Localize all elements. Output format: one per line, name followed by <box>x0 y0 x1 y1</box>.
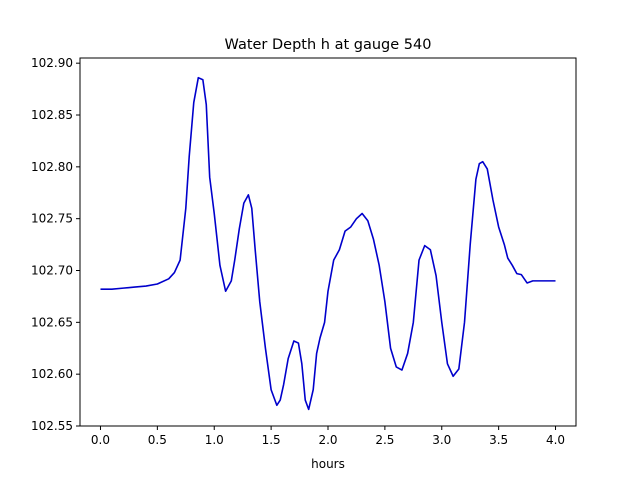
series-line-0 <box>100 76 556 411</box>
y-tick-label: 102.70 <box>31 264 73 278</box>
plot-area <box>100 76 556 411</box>
chart-title: Water Depth h at gauge 540 <box>225 37 432 53</box>
y-tick-label: 102.90 <box>31 56 73 70</box>
x-tick-label: 0.5 <box>148 433 167 447</box>
y-tick-label: 102.75 <box>31 212 73 226</box>
x-tick-label: 2.5 <box>375 433 394 447</box>
y-tick-label: 102.85 <box>31 108 73 122</box>
x-tick-label: 4.0 <box>546 433 565 447</box>
y-tick-label: 102.60 <box>31 367 73 381</box>
y-tick-label: 102.55 <box>31 419 73 433</box>
x-tick-label: 3.5 <box>489 433 508 447</box>
x-tick-label: 1.5 <box>262 433 281 447</box>
x-tick-label: 2.0 <box>318 433 337 447</box>
x-axis: 0.0 0.5 1.0 1.5 2.0 2.5 3.0 3.5 4.0 <box>91 426 565 447</box>
x-tick-label: 3.0 <box>432 433 451 447</box>
x-tick-label: 0.0 <box>91 433 110 447</box>
y-tick-label: 102.80 <box>31 160 73 174</box>
y-axis: 102.55 102.60 102.65 102.70 102.75 102.80 102.… <box>31 56 80 433</box>
x-axis-label: hours <box>311 457 345 471</box>
y-tick-label: 102.65 <box>31 315 73 329</box>
x-tick-label: 1.0 <box>205 433 224 447</box>
